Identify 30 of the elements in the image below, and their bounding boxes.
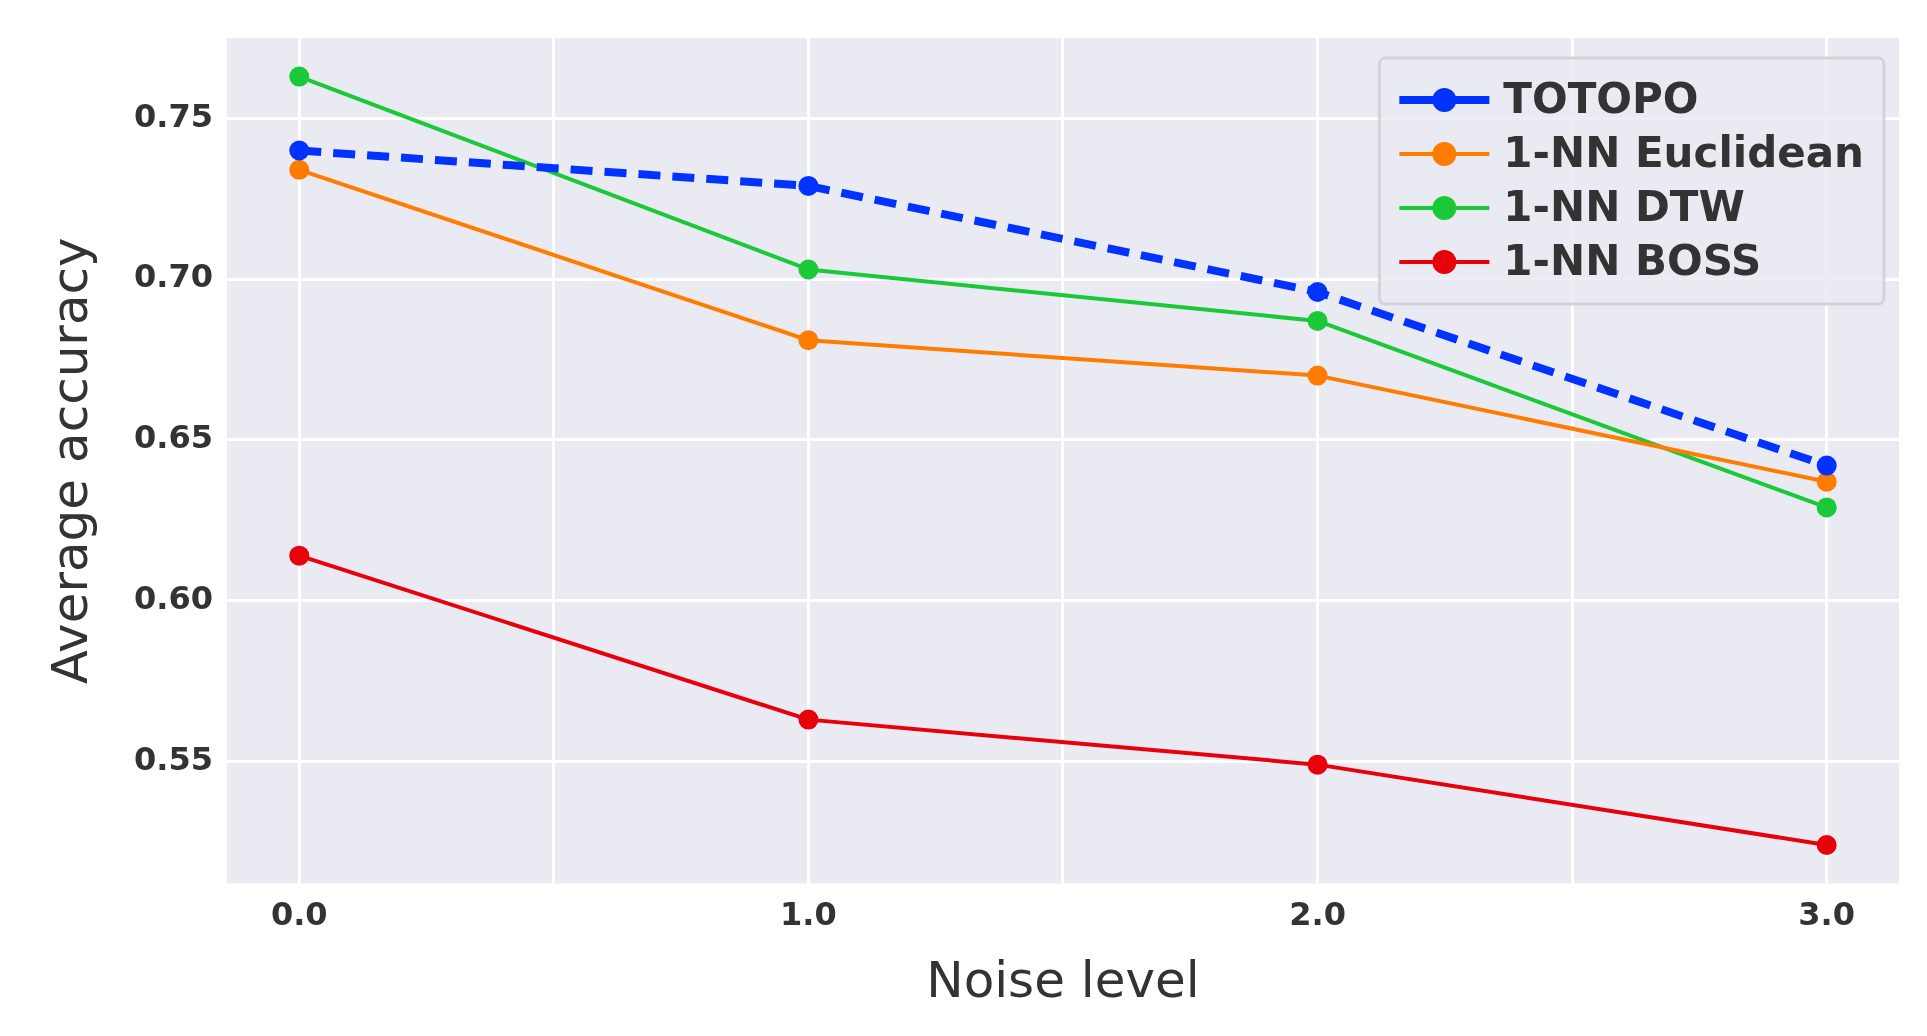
y-tick-label: 0.60 xyxy=(134,578,213,617)
y-axis-title: Average accuracy xyxy=(40,237,99,685)
x-axis-title: Noise level xyxy=(926,950,1200,1009)
legend-label: 1-NN Euclidean xyxy=(1503,127,1865,177)
point xyxy=(1307,754,1328,775)
y-tick-label: 0.65 xyxy=(134,418,213,457)
point xyxy=(1307,310,1328,331)
legend-label: 1-NN DTW xyxy=(1503,181,1745,231)
y-tick-label: 0.75 xyxy=(134,96,213,135)
point xyxy=(798,330,819,351)
point xyxy=(1307,365,1328,386)
legend-label: 1-NN BOSS xyxy=(1503,235,1762,285)
x-tick-label: 2.0 xyxy=(1289,895,1346,934)
y-tick-label: 0.55 xyxy=(134,739,213,778)
point xyxy=(798,175,819,196)
x-tick-label: 0.0 xyxy=(270,895,328,934)
y-tick-label: 0.70 xyxy=(134,257,213,296)
point xyxy=(289,545,310,566)
point xyxy=(289,66,310,87)
point xyxy=(1816,835,1837,856)
legend-label: TOTOPO xyxy=(1503,73,1699,123)
point xyxy=(798,709,819,730)
point xyxy=(1307,282,1328,302)
point xyxy=(1816,455,1837,476)
point xyxy=(1816,497,1837,518)
x-tick-label: 1.0 xyxy=(780,895,837,934)
x-tick-label: 3.0 xyxy=(1798,895,1856,934)
point xyxy=(798,259,819,280)
point xyxy=(289,159,310,180)
point xyxy=(289,140,310,161)
